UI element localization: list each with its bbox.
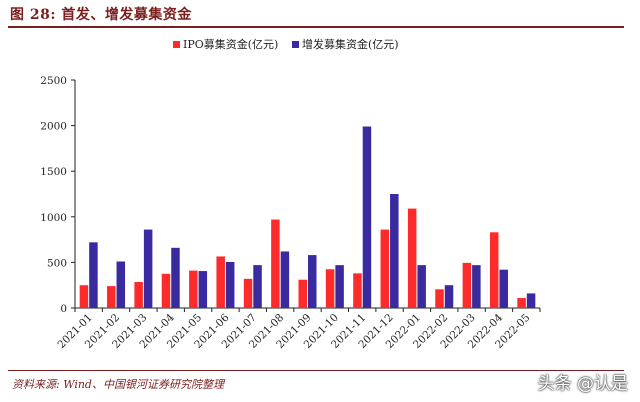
seo-bar <box>225 261 235 308</box>
y-tick-label: 1500 <box>40 166 67 178</box>
ipo-bar <box>435 289 444 308</box>
ipo-bar <box>517 297 526 308</box>
source-rule <box>8 370 624 371</box>
ipo-bar <box>380 229 390 308</box>
seo-bar <box>143 229 153 308</box>
bars <box>79 126 536 309</box>
seo-bar <box>89 242 98 308</box>
seo-bar <box>362 126 372 309</box>
legend-label: 增发募集资金(亿元) <box>302 37 399 51</box>
title-rule <box>8 26 624 28</box>
ipo-bar <box>243 278 253 308</box>
bar-chart: 0 500 1000 1500 2000 2500 2021-012021-022021-… <box>40 37 541 351</box>
seo-bar <box>253 265 262 308</box>
legend-label: IPO募集资金(亿元) <box>183 37 278 51</box>
seo-bar <box>198 271 208 308</box>
seo-bar <box>335 265 344 308</box>
y-tick-label: 1000 <box>40 212 67 224</box>
ipo-bar <box>353 273 362 308</box>
ipo-bar <box>79 285 89 308</box>
seo-bar <box>417 265 426 308</box>
y-tick-label: 2000 <box>40 121 67 133</box>
ipo-bar <box>107 286 116 308</box>
seo-bar <box>280 251 290 308</box>
figure-title: 图 28: 首发、增发募集资金 <box>10 7 192 23</box>
legend-swatch <box>292 41 299 48</box>
ipo-bar <box>325 269 335 308</box>
seo-bar <box>526 293 536 308</box>
ipo-bar <box>161 273 171 308</box>
y-tick-label: 2500 <box>40 75 67 87</box>
ipo-bar <box>134 282 143 308</box>
seo-bar <box>116 261 126 308</box>
legend-swatch <box>173 41 180 48</box>
seo-bar <box>444 285 454 308</box>
seo-bar <box>499 269 508 308</box>
watermark-logo: 头条 @认是 <box>537 374 628 394</box>
seo-bar <box>472 265 481 308</box>
ipo-bar <box>298 279 307 308</box>
y-axis: 0 500 1000 1500 2000 2500 <box>40 75 76 315</box>
ipo-bar <box>216 256 225 308</box>
seo-bar <box>390 194 399 308</box>
seo-bar <box>308 255 317 308</box>
ipo-bar <box>271 219 280 308</box>
seo-bar <box>171 247 180 308</box>
x-axis: 2021-012021-022021-032021-042021-052021-… <box>55 307 541 351</box>
ipo-bar <box>462 262 472 308</box>
y-tick-label: 0 <box>60 303 67 315</box>
ipo-bar <box>489 232 499 308</box>
ipo-bar <box>407 208 417 308</box>
legend: IPO募集资金(亿元) 增发募集资金(亿元) <box>173 37 399 51</box>
ipo-bar <box>189 270 198 308</box>
y-tick-label: 500 <box>47 257 67 269</box>
source-note: 资料来源: Wind、中国银河证券研究院整理 <box>12 378 224 391</box>
